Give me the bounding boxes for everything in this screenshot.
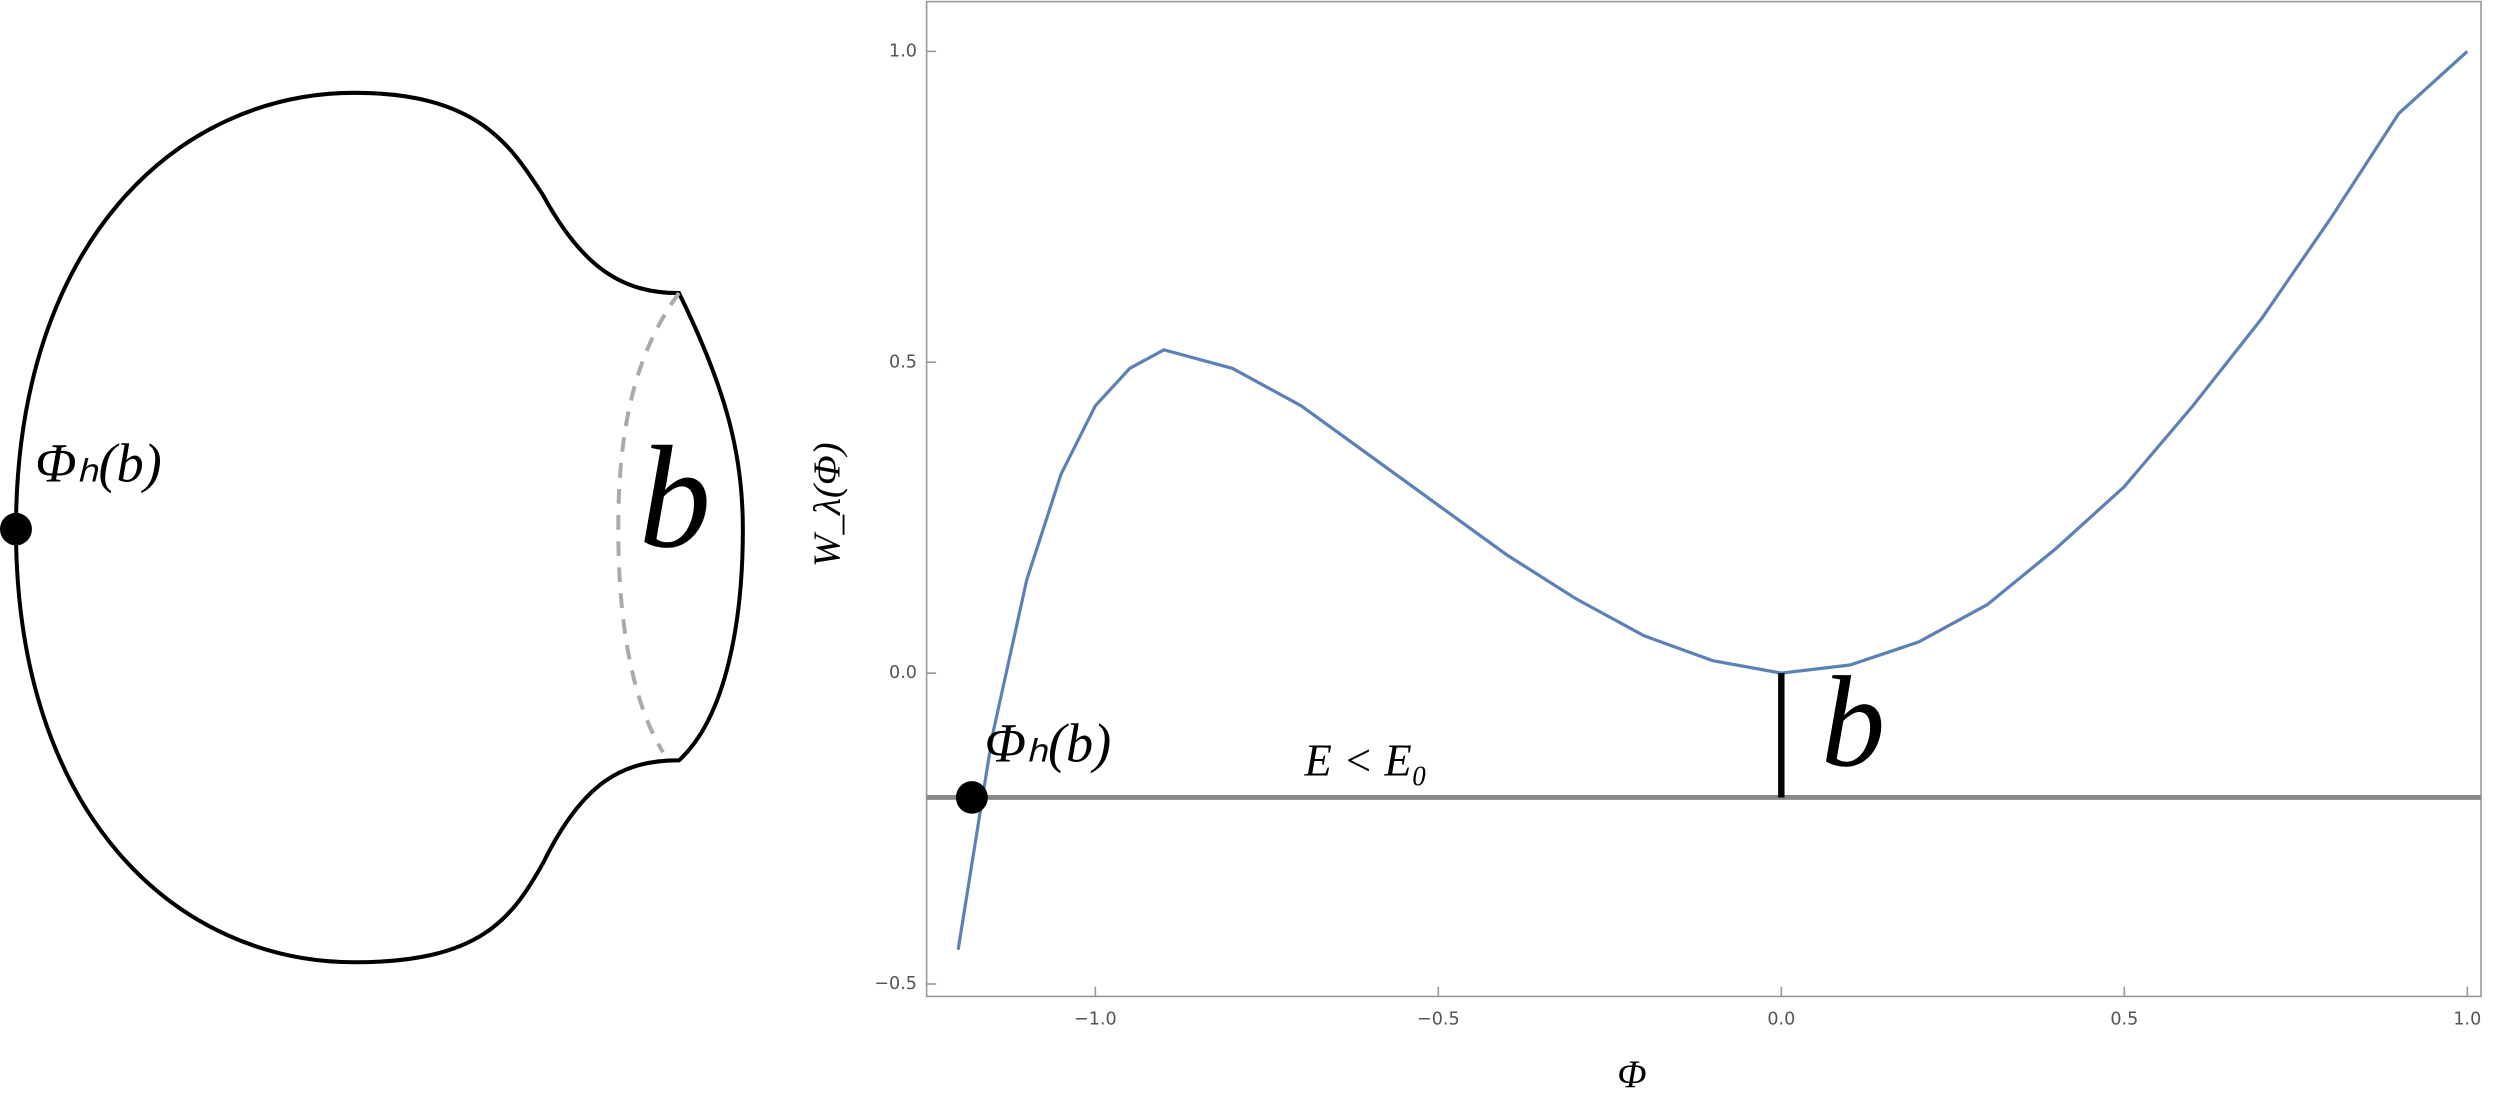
x-tick-label: −1.0 bbox=[1074, 1009, 1117, 1029]
surface-outline bbox=[13, 90, 745, 965]
chart: −1.0 −0.5 0.0 0.5 1.0 −0.5 0.0 0.5 1.0 Φ W_λ(Φ) E <… bbox=[807, 0, 2482, 1096]
y-tick-label: −0.5 bbox=[874, 974, 917, 994]
plot-frame bbox=[925, 0, 2482, 998]
boundary-dashed bbox=[616, 291, 681, 754]
marked-point bbox=[955, 781, 988, 814]
marked-point-label: Φₕ(b) bbox=[985, 712, 1112, 774]
gap-label: b bbox=[1821, 649, 1885, 793]
energy-label: E < E₀ bbox=[1304, 735, 1428, 785]
y-tick-label: 0.5 bbox=[889, 352, 917, 372]
surface-point bbox=[0, 512, 32, 546]
y-axis-label: W_λ(Φ) bbox=[807, 442, 849, 567]
x-axis-label: Φ bbox=[1617, 1053, 1646, 1095]
x-tick-label: 0.0 bbox=[1767, 1009, 1795, 1029]
x-tick-label: −0.5 bbox=[1417, 1009, 1460, 1029]
point-label: Φₕ(b) bbox=[35, 432, 162, 494]
x-tick-label: 1.0 bbox=[2453, 1009, 2481, 1029]
boundary-label: b bbox=[639, 417, 711, 579]
y-tick-label: 1.0 bbox=[889, 41, 917, 61]
curve bbox=[956, 50, 2469, 951]
x-tick-label: 0.5 bbox=[2110, 1009, 2138, 1029]
y-tick-label: 0.0 bbox=[889, 663, 917, 683]
